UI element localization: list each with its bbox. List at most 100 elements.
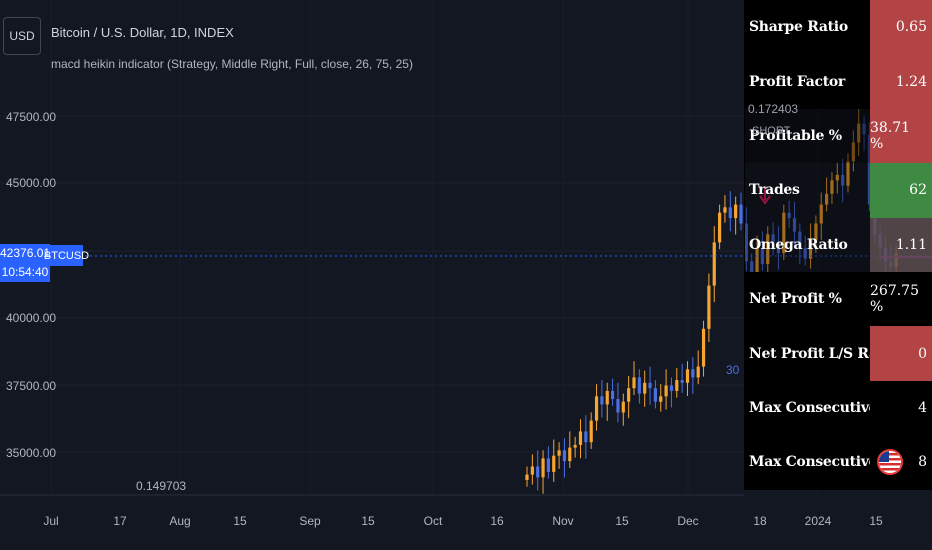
stat-label: Net Profit % [745, 272, 870, 327]
stat-value: 4 [870, 380, 932, 436]
countdown-tag: 10:54:40 [0, 263, 50, 282]
stat-value: 38.71 % [870, 108, 932, 164]
candle-body [734, 204, 738, 219]
us-flag-icon[interactable] [877, 449, 903, 475]
candle-body [825, 193, 829, 205]
symbol-tag: BTCUSD [44, 245, 89, 266]
candle-body [841, 174, 845, 186]
chart-grid [0, 115, 744, 453]
stat-label: Profit Factor [745, 54, 870, 109]
candle-body [707, 285, 711, 329]
current-price-tag: 42376.01 [0, 244, 50, 263]
candle-body [728, 207, 732, 219]
time-axis-label: Dec [677, 514, 699, 528]
candle-body [792, 218, 797, 232]
candle-body [798, 231, 802, 248]
candle-body [648, 382, 652, 389]
candle-body [632, 377, 636, 389]
stat-label: Max Consecutive Losses [745, 435, 932, 490]
candle-body [718, 212, 722, 243]
stat-value: 1.11 [870, 217, 932, 272]
stat-row-net-profit: Net Profit % 267.75 % [745, 272, 932, 327]
candle-body [723, 207, 727, 213]
candle-body [552, 455, 556, 472]
time-axis-label: 15 [361, 514, 375, 528]
candle-body [594, 396, 599, 421]
candle-body [771, 234, 775, 243]
price-scale-label: 37500.00 [6, 379, 57, 393]
time-axis-label: Aug [169, 514, 191, 528]
time-axis-label: Jul [43, 514, 59, 528]
stat-label: Omega Ratio [745, 217, 870, 272]
price-scale-label: 47500.00 [6, 110, 57, 124]
candle-body [867, 134, 871, 205]
strategy-stats-table: Sharpe Ratio 0.65 Profit Factor 1.24 Pro… [744, 0, 932, 490]
candle-body [680, 380, 684, 383]
candle-body [530, 466, 534, 475]
candle-body [675, 380, 679, 391]
candle-body [616, 399, 620, 413]
candle-body [766, 234, 770, 264]
candle-body [536, 466, 540, 478]
candle-body [701, 328, 706, 367]
price-scale-label: 35000.00 [6, 446, 57, 460]
candle-body [621, 401, 625, 413]
price-scale-label: 40000.00 [6, 311, 57, 325]
candle-body [573, 444, 577, 448]
candle-body [782, 212, 786, 254]
stat-row-max-losses: Max Consecutive Losses 8 [745, 435, 932, 490]
candle-body [653, 388, 657, 402]
candle-body [659, 396, 663, 402]
candle-body [808, 239, 813, 259]
bar-count-label: 30 [726, 363, 740, 377]
candle-body [691, 369, 695, 378]
stat-row-max-wins: Max Consecutive Wins 4 [745, 380, 932, 436]
symbol-title[interactable]: Bitcoin / U.S. Dollar, 1D, INDEX [51, 25, 234, 40]
candle-body [696, 366, 700, 378]
candle-body [557, 450, 561, 456]
candle-body [627, 388, 631, 402]
stat-label: Sharpe Ratio [745, 0, 870, 55]
short-signal-label: SHORT [752, 125, 791, 137]
candle-body [819, 204, 823, 224]
candle-body [755, 247, 759, 281]
candle-body [739, 204, 743, 224]
candle-body [744, 223, 748, 262]
candle-body [787, 212, 791, 219]
candle-body [643, 382, 647, 394]
stat-value: 267.75 % [870, 272, 932, 327]
time-axis-label: 15 [615, 514, 629, 528]
stat-row-trades: Trades 62 [745, 163, 932, 218]
oscillator-value: 0.172403 [748, 102, 799, 116]
candle-body [589, 420, 593, 443]
stat-row-sharpe: Sharpe Ratio 0.65 [745, 0, 932, 55]
time-axis-label: Oct [423, 514, 443, 528]
candle-body [541, 458, 545, 478]
stat-row-omega: Omega Ratio 1.11 [745, 217, 932, 272]
price-scale-label: 45000.00 [6, 176, 57, 190]
stat-row-profitable: Profitable % 38.71 % [745, 108, 932, 164]
indicator-legend[interactable]: macd heikin indicator (Strategy, Middle … [51, 57, 413, 71]
candle-body [600, 396, 604, 405]
candle-body [664, 385, 668, 397]
stat-label: Profitable % [745, 108, 870, 164]
candle-body [830, 180, 834, 194]
time-axis-label: Sep [299, 514, 321, 528]
candle-body [846, 161, 850, 186]
candle-body [760, 247, 764, 264]
candle-body [669, 385, 674, 391]
candle-body [578, 431, 583, 445]
candle-body [605, 390, 609, 405]
candle-body [835, 174, 839, 181]
candle-body [546, 458, 550, 472]
short-signal-arrow [759, 187, 771, 205]
stat-value: 0.65 [870, 0, 932, 55]
stat-value: 62 [870, 163, 932, 218]
stat-value: 1.24 [870, 54, 932, 109]
time-axis-label: Nov [552, 514, 574, 528]
time-axis-label: 18 [753, 514, 767, 528]
currency-button[interactable]: USD [3, 17, 41, 55]
time-axis-label: 16 [490, 514, 504, 528]
candle-body [685, 369, 690, 383]
